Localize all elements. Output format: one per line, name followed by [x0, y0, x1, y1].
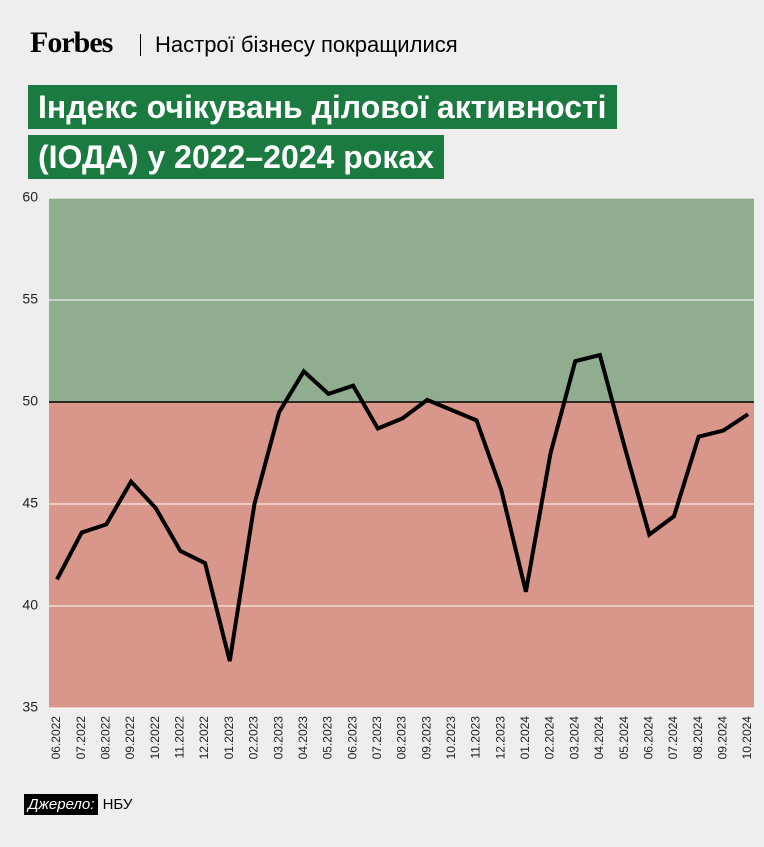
x-tick-label: 07.2022: [74, 716, 88, 760]
data-line: [55, 352, 750, 662]
source-label: Джерело:: [24, 794, 99, 815]
x-tick-label: 09.2022: [123, 716, 137, 760]
y-tick-label: 40: [22, 597, 38, 613]
x-tick-label: 02.2024: [543, 716, 557, 760]
x-tick-label: 06.2023: [345, 716, 359, 760]
x-tick-label: 08.2022: [99, 716, 113, 760]
x-tick-label: 03.2023: [271, 716, 285, 760]
x-tick-label: 12.2022: [197, 716, 211, 760]
x-tick-label: 09.2024: [715, 716, 729, 760]
x-tick-label: 05.2023: [321, 716, 335, 760]
x-tick-label: 04.2024: [592, 716, 606, 760]
x-tick-label: 05.2024: [617, 716, 631, 760]
x-tick-label: 03.2024: [567, 716, 581, 760]
zone-below: [49, 402, 754, 708]
x-tick-label: 10.2024: [740, 716, 754, 760]
source-text: НБУ: [102, 796, 133, 813]
x-tick-label: 10.2023: [444, 716, 458, 760]
y-tick-label: 55: [22, 291, 38, 307]
x-tick-label: 08.2023: [395, 716, 409, 760]
x-tick-label: 02.2023: [247, 716, 261, 760]
x-tick-label: 04.2023: [296, 716, 310, 760]
x-tick-label: 11.2023: [469, 716, 483, 759]
y-tick-label: 35: [22, 699, 38, 715]
source: Джерело: НБУ: [24, 794, 133, 815]
x-tick-label: 12.2023: [493, 716, 507, 760]
tagline: Настрої бізнесу покращилися: [155, 32, 458, 57]
y-tick-label: 60: [22, 189, 38, 205]
brand-logo: Forbes: [30, 26, 113, 59]
x-tick-label: 11.2022: [173, 716, 187, 759]
x-tick-label: 06.2024: [641, 716, 655, 760]
x-tick-label: 01.2023: [222, 716, 236, 760]
x-tick-label: 01.2024: [518, 716, 532, 760]
x-tick-label: 08.2024: [691, 716, 705, 760]
x-tick-label: 10.2022: [148, 716, 162, 760]
y-tick-label: 50: [22, 393, 38, 409]
separator: [140, 34, 141, 56]
title-box: Індекс очікувань ділової активності (ІОД…: [28, 82, 678, 182]
x-tick-label: 07.2024: [666, 716, 680, 760]
x-tick-label: 07.2023: [370, 716, 384, 760]
y-tick-label: 45: [22, 495, 38, 511]
x-tick-label: 06.2022: [49, 716, 63, 760]
x-tick-label: 09.2023: [419, 716, 433, 760]
